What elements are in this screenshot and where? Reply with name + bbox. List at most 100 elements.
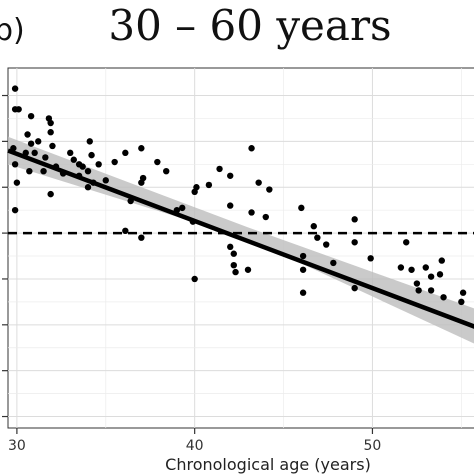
data-point [191,275,198,283]
data-point [299,289,307,296]
data-point [413,280,421,287]
data-point [351,239,358,246]
confidence-band [8,136,474,344]
data-point [189,218,197,225]
data-point [266,186,273,193]
data-point [227,202,234,209]
data-point [205,181,213,189]
data-point [408,266,415,273]
data-point [299,266,307,273]
data-point [138,145,145,152]
data-point [427,273,435,280]
data-points [10,85,467,306]
data-point [47,190,54,198]
data-point [422,264,429,271]
data-point [127,197,134,205]
x-tick-label: 40 [186,438,204,454]
data-point [323,241,330,248]
data-point [440,294,447,301]
axis-ticks [2,94,374,434]
data-point [244,266,252,273]
data-point [255,179,262,186]
panel-label: b) [0,13,25,48]
data-point [122,149,129,157]
data-point [436,271,444,278]
fit-line [7,148,474,329]
data-point [13,179,21,186]
data-point [35,138,42,145]
data-point [24,131,31,138]
data-point [230,250,237,257]
x-tick-labels: 30 40 50 [8,438,381,454]
data-point [351,284,358,292]
data-point [111,158,118,166]
data-point [88,151,95,159]
data-point [403,239,410,246]
data-point [310,223,317,230]
data-point [27,140,35,147]
data-point [262,213,269,221]
data-point [216,165,223,173]
data-point [47,119,54,127]
data-point [75,172,83,179]
data-point [67,149,74,157]
data-point [459,289,467,296]
data-point [11,206,19,214]
data-point [314,234,321,241]
data-point [47,129,54,136]
data-point [330,259,337,267]
data-point [11,161,19,168]
data-point [95,161,102,168]
data-point [179,204,186,212]
data-point [193,184,200,191]
data-point [163,167,170,175]
data-point [59,170,67,177]
x-tick-label: 50 [364,438,382,454]
data-point [299,252,307,260]
x-tick-label: 30 [8,438,26,454]
data-point [79,163,86,170]
data-point [298,204,305,212]
confidence-band-area [8,136,474,344]
data-point [248,145,255,152]
data-point [40,167,47,175]
data-point [154,158,161,166]
data-point [427,287,435,294]
chart-title: 30 – 60 years [108,1,391,50]
data-point [90,179,97,186]
data-point [27,112,35,120]
data-point [248,209,255,216]
data-point [102,177,109,184]
data-point [438,257,445,264]
data-point [227,243,234,251]
data-point [138,234,145,241]
data-point [230,261,237,269]
data-point [11,85,19,92]
data-point [397,264,405,271]
data-point [86,138,93,145]
data-point [84,167,92,175]
x-axis-title: Chronological age (years) [165,455,371,474]
data-point [415,287,422,294]
data-point [122,227,129,235]
data-point [70,156,77,163]
data-point [31,149,38,157]
data-point [49,142,56,150]
data-point [52,163,60,170]
data-point [15,106,22,113]
data-point [26,167,33,175]
data-point [22,149,29,157]
plot-panel [7,67,474,429]
data-point [173,206,181,214]
data-point [458,298,465,306]
regression-line [7,148,474,329]
data-point [10,145,17,152]
data-point [232,268,239,276]
data-point [42,154,49,161]
data-point [367,255,374,262]
data-point [351,216,358,223]
data-point [139,174,147,182]
data-point [227,172,234,179]
data-point [84,184,92,191]
